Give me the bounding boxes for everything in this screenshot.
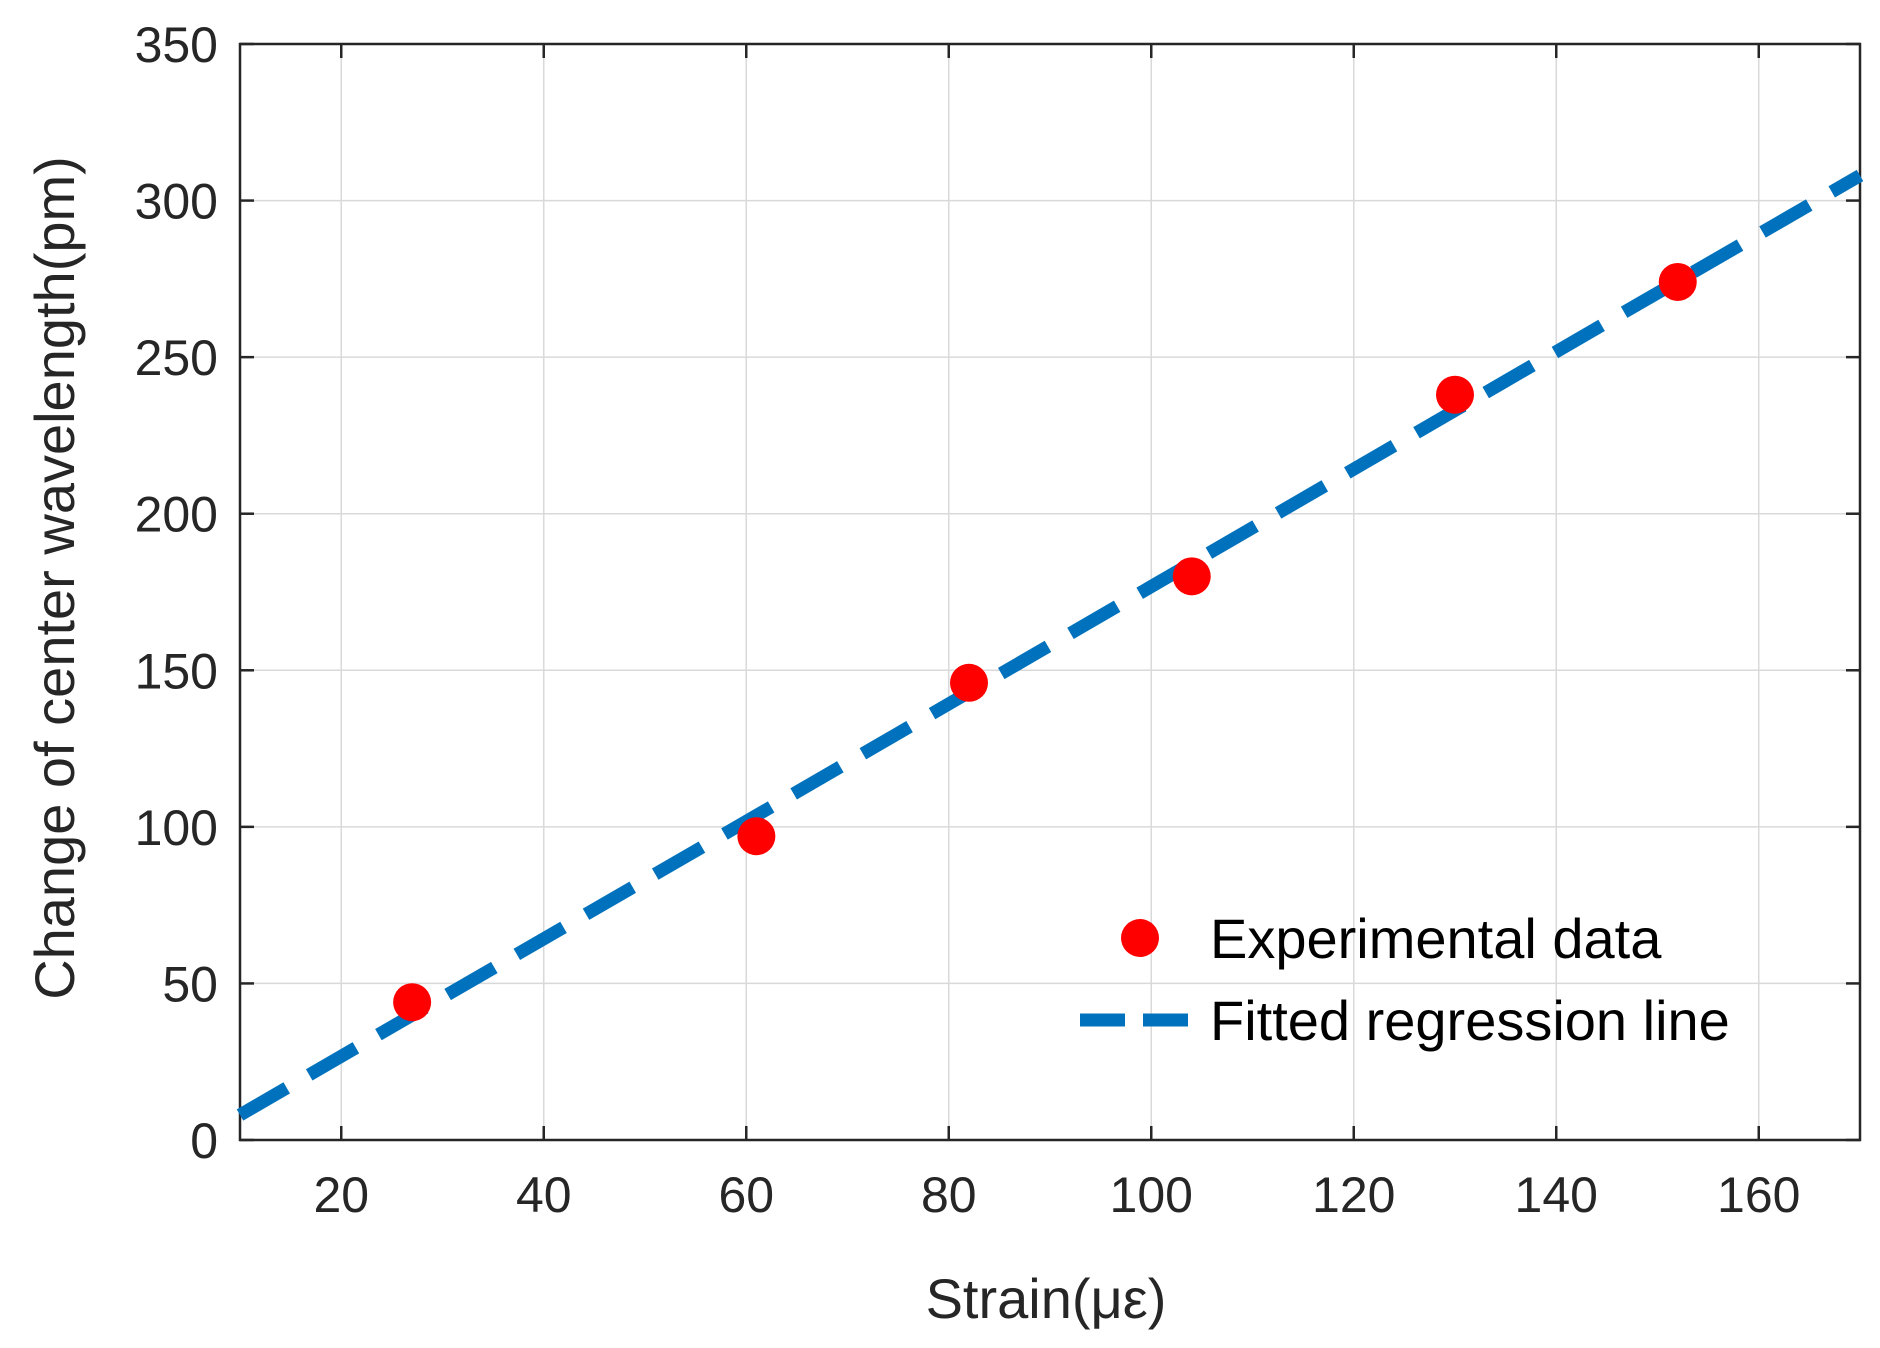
data-point [1436, 375, 1474, 414]
y-tick-label: 100 [135, 800, 218, 856]
y-tick-label: 50 [162, 956, 218, 1012]
legend-label-fitted: Fitted regression line [1210, 989, 1730, 1052]
data-point [1658, 262, 1697, 301]
fit-line-layer [236, 169, 1864, 1121]
y-tick-label: 200 [135, 487, 218, 543]
marker-layer [393, 262, 1697, 1022]
axes-layer: 20 40 60 80 100 120 140 160 0 50 100 150 200 250 300 35… [135, 17, 1862, 1223]
x-tick-label: 140 [1515, 1167, 1598, 1223]
y-tick-label: 250 [135, 330, 218, 386]
x-tick-label: 40 [516, 1167, 572, 1223]
legend-label-experimental: Experimental data [1210, 907, 1662, 970]
y-tick-label: 300 [135, 174, 218, 230]
x-tick-label: 20 [313, 1167, 369, 1223]
y-tick-label: 350 [135, 17, 218, 73]
y-tick-label: 150 [135, 643, 218, 699]
x-tick-label: 100 [1110, 1167, 1193, 1223]
x-axis-title: Strain(με) [926, 1267, 1167, 1330]
x-tick-label: 60 [718, 1167, 774, 1223]
legend-marker-experimental [1121, 919, 1159, 957]
x-tick-label: 160 [1717, 1167, 1800, 1223]
data-point [950, 663, 988, 702]
data-point [737, 817, 776, 856]
data-point [393, 983, 432, 1022]
y-tick-label: 0 [190, 1113, 218, 1169]
legend: Experimental data Fitted regression line [1080, 907, 1730, 1052]
fitted-regression-line [236, 169, 1864, 1121]
plot-frame [238, 42, 1862, 1142]
x-tick-label: 80 [921, 1167, 977, 1223]
data-point [1172, 557, 1211, 596]
y-axis-title: Change of center wavelength(pm) [23, 156, 86, 1000]
x-tick-label: 120 [1312, 1167, 1395, 1223]
